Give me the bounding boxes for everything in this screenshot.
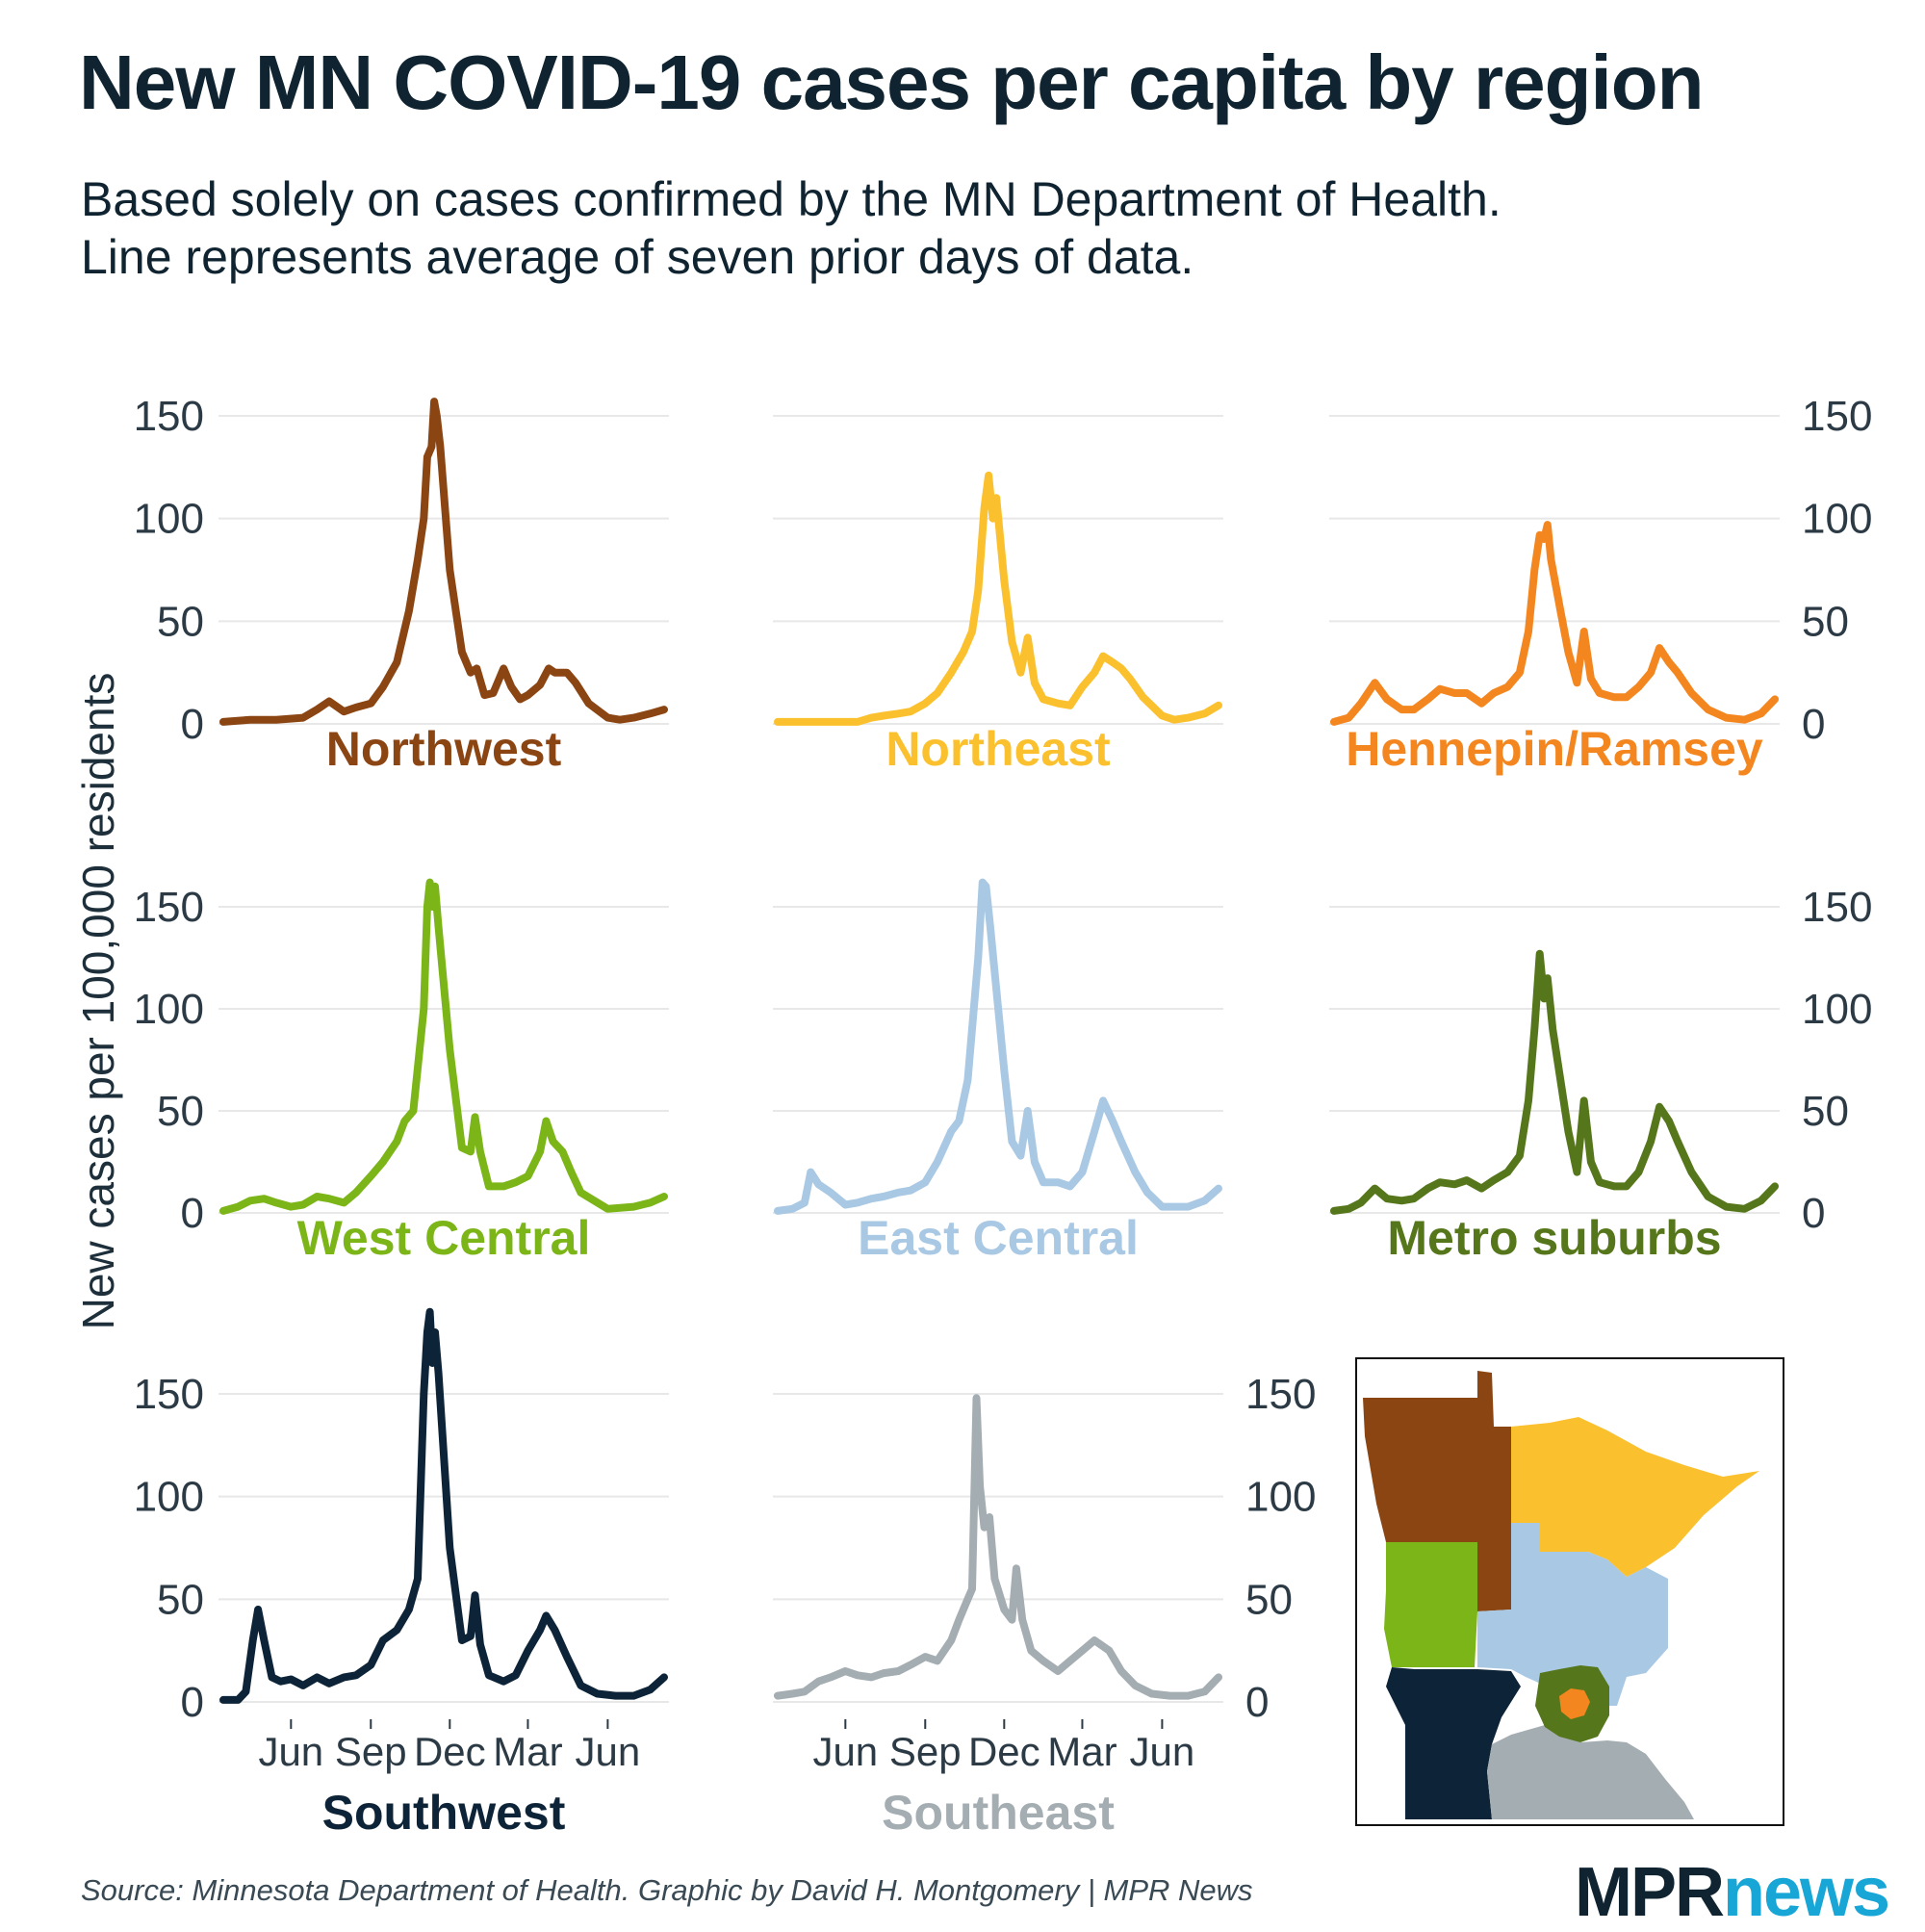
y-tick-label: 100 [134, 1474, 204, 1521]
map-region-west-central [1384, 1542, 1477, 1667]
map-region-hennepin-ramsey [1559, 1688, 1590, 1719]
y-tick-label: 0 [1802, 701, 1825, 748]
x-tick-label: Jun [1130, 1729, 1195, 1774]
y-tick-label: 150 [134, 884, 204, 931]
y-tick-label: 0 [181, 1190, 204, 1237]
y-tick-label: 50 [157, 1088, 204, 1135]
panel-label: West Central [297, 1211, 591, 1265]
y-tick-label: 50 [157, 598, 204, 645]
series-line-southeast [774, 1394, 1222, 1700]
x-tick-label: Jun [258, 1729, 323, 1774]
series-line-west-central [219, 878, 668, 1215]
subtitle-line-2: Line represents average of seven prior d… [81, 230, 1194, 284]
panel-label: Northwest [326, 722, 562, 776]
panel-label: Southeast [882, 1786, 1115, 1840]
map-region-northwest [1363, 1371, 1511, 1611]
panel-label: East Central [858, 1211, 1139, 1265]
panel-east-central: East Central [773, 878, 1223, 1265]
x-tick-label: Dec [968, 1729, 1040, 1774]
map-region-southwest [1386, 1667, 1521, 1819]
y-tick-label: 150 [1245, 1371, 1316, 1418]
y-tick-label: 0 [181, 701, 204, 748]
y-tick-label: 0 [1245, 1679, 1269, 1726]
panel-northwest: 0 50 100 150 Northwest [134, 393, 669, 776]
y-tick-label: 50 [1802, 598, 1849, 645]
x-tick-label: Jun [576, 1729, 641, 1774]
y-tick-label: 50 [1802, 1088, 1849, 1135]
y-tick-label: 100 [1802, 496, 1872, 543]
y-tick-label: 150 [134, 1371, 204, 1418]
series-line-hennepin-ramsey [1330, 521, 1779, 726]
panel-label: Hennepin/Ramsey [1346, 722, 1763, 776]
panel-label: Metro suburbs [1387, 1211, 1721, 1265]
y-tick-label: 150 [1802, 393, 1872, 440]
x-tick-label: Sep [335, 1729, 407, 1774]
y-tick-label: 0 [1802, 1190, 1825, 1237]
y-tick-label: 0 [181, 1679, 204, 1726]
logo-news: news [1723, 1854, 1890, 1931]
y-tick-label: 50 [157, 1576, 204, 1623]
x-tick-label: Jun [812, 1729, 878, 1774]
mpr-news-logo: MPRnews [1575, 1853, 1890, 1932]
page-title: New MN COVID-19 cases per capita by regi… [79, 39, 1704, 125]
map-region-east-central [1477, 1523, 1668, 1706]
y-tick-label: 150 [134, 393, 204, 440]
panel-west-central: 0 50 100 150 West Central [134, 878, 669, 1265]
logo-mpr: MPR [1575, 1854, 1725, 1931]
x-tick-label: Dec [414, 1729, 486, 1774]
panel-metro-suburbs: 0 50 100 150 Metro suburbs [1329, 884, 1872, 1265]
x-tick-label: Mar [493, 1729, 562, 1774]
series-line-east-central [774, 878, 1222, 1215]
series-line-southwest [219, 1307, 668, 1704]
panel-label: Northeast [886, 722, 1111, 776]
y-tick-label: 150 [1802, 884, 1872, 931]
series-line-northwest [219, 398, 668, 726]
series-line-metro-suburbs [1330, 949, 1779, 1215]
panel-label: Southwest [322, 1786, 566, 1840]
map-region-northeast [1511, 1417, 1759, 1577]
y-tick-label: 100 [134, 986, 204, 1033]
subtitle-line-1: Based solely on cases confirmed by the M… [81, 172, 1502, 226]
panel-hennepin-ramsey: 0 50 100 150 Hennepin/Ramsey [1329, 393, 1872, 776]
x-tick-label: Sep [889, 1729, 962, 1774]
panel-northeast: Northeast [773, 415, 1223, 776]
y-tick-label: 50 [1245, 1576, 1293, 1623]
source-note: Source: Minnesota Department of Health. … [81, 1873, 1253, 1907]
series-line-northeast [774, 471, 1222, 726]
y-tick-label: 100 [1802, 986, 1872, 1033]
region-map [1355, 1357, 1784, 1826]
y-tick-label: 100 [1245, 1474, 1316, 1521]
y-tick-label: 100 [134, 496, 204, 543]
map-region-southeast [1487, 1725, 1694, 1819]
x-tick-label: Mar [1047, 1729, 1116, 1774]
